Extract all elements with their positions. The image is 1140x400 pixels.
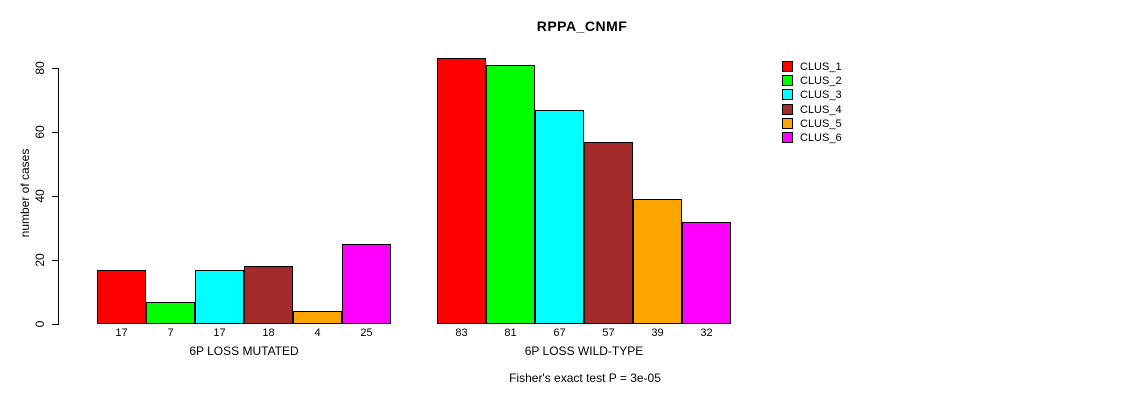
- legend-label: CLUS_6: [800, 132, 842, 144]
- y-tick: [52, 324, 58, 325]
- legend-label: CLUS_5: [800, 117, 842, 130]
- legend-label: CLUS_3: [800, 89, 842, 102]
- y-tick: [52, 260, 58, 261]
- y-tick-label: 40: [33, 189, 47, 203]
- bar-clus_4-group1: [244, 266, 293, 324]
- legend-swatch-clus_6: [782, 132, 793, 143]
- bar-clus_6-group2: [682, 221, 731, 324]
- y-tick-label: 20: [33, 253, 47, 267]
- bar-value-label: 17: [213, 327, 226, 339]
- bar-clus_3-group2: [535, 109, 584, 324]
- legend-label: CLUS_1: [800, 61, 842, 73]
- y-axis-line: [58, 68, 59, 325]
- y-tick: [52, 132, 58, 133]
- legend-swatch-clus_4: [782, 103, 793, 115]
- legend-swatch-clus_5: [782, 117, 793, 129]
- bar-value-label: 17: [115, 327, 128, 339]
- bar-clus_6-group1: [342, 244, 391, 324]
- bar-value-label: 18: [262, 327, 275, 339]
- bar-value-label: 25: [360, 327, 373, 339]
- group-label-2: 6P LOSS WILD-TYPE: [524, 344, 644, 358]
- legend-swatch-clus_3: [782, 89, 793, 101]
- y-tick: [52, 68, 58, 69]
- y-tick-label: 80: [33, 61, 47, 75]
- bar-value-label: 67: [553, 327, 566, 339]
- bar-value-label: 4: [314, 327, 321, 339]
- bar-value-label: 39: [651, 327, 664, 339]
- bar-value-label: 57: [602, 327, 615, 339]
- bar-value-label: 81: [504, 327, 517, 339]
- legend-swatch-clus_1: [782, 61, 793, 72]
- legend-label: CLUS_4: [800, 103, 842, 116]
- footer-annotation: Fisher's exact test P = 3e-05: [509, 371, 661, 385]
- legend-swatch-clus_2: [782, 75, 793, 87]
- bar-value-label: 83: [455, 327, 468, 339]
- bar-clus_2-group2: [486, 64, 535, 324]
- bar-clus_4-group2: [584, 141, 633, 324]
- bar-clus_1-group1: [97, 269, 146, 324]
- legend-label: CLUS_2: [800, 75, 842, 88]
- bar-clus_2-group1: [146, 301, 195, 324]
- bar-clus_1-group2: [437, 58, 486, 324]
- y-tick-label: 0: [33, 320, 47, 328]
- bar-clus_5-group1: [293, 311, 342, 324]
- bar-value-label: 32: [700, 327, 713, 339]
- chart-title: RPPA_CNMF: [536, 18, 628, 34]
- bar-clus_3-group1: [195, 269, 244, 324]
- y-tick: [52, 196, 58, 197]
- y-tick-label: 60: [33, 125, 47, 139]
- bar-value-label: 7: [167, 327, 174, 339]
- bar-clus_5-group2: [633, 199, 682, 324]
- group-label-1: 6P LOSS MUTATED: [189, 344, 299, 358]
